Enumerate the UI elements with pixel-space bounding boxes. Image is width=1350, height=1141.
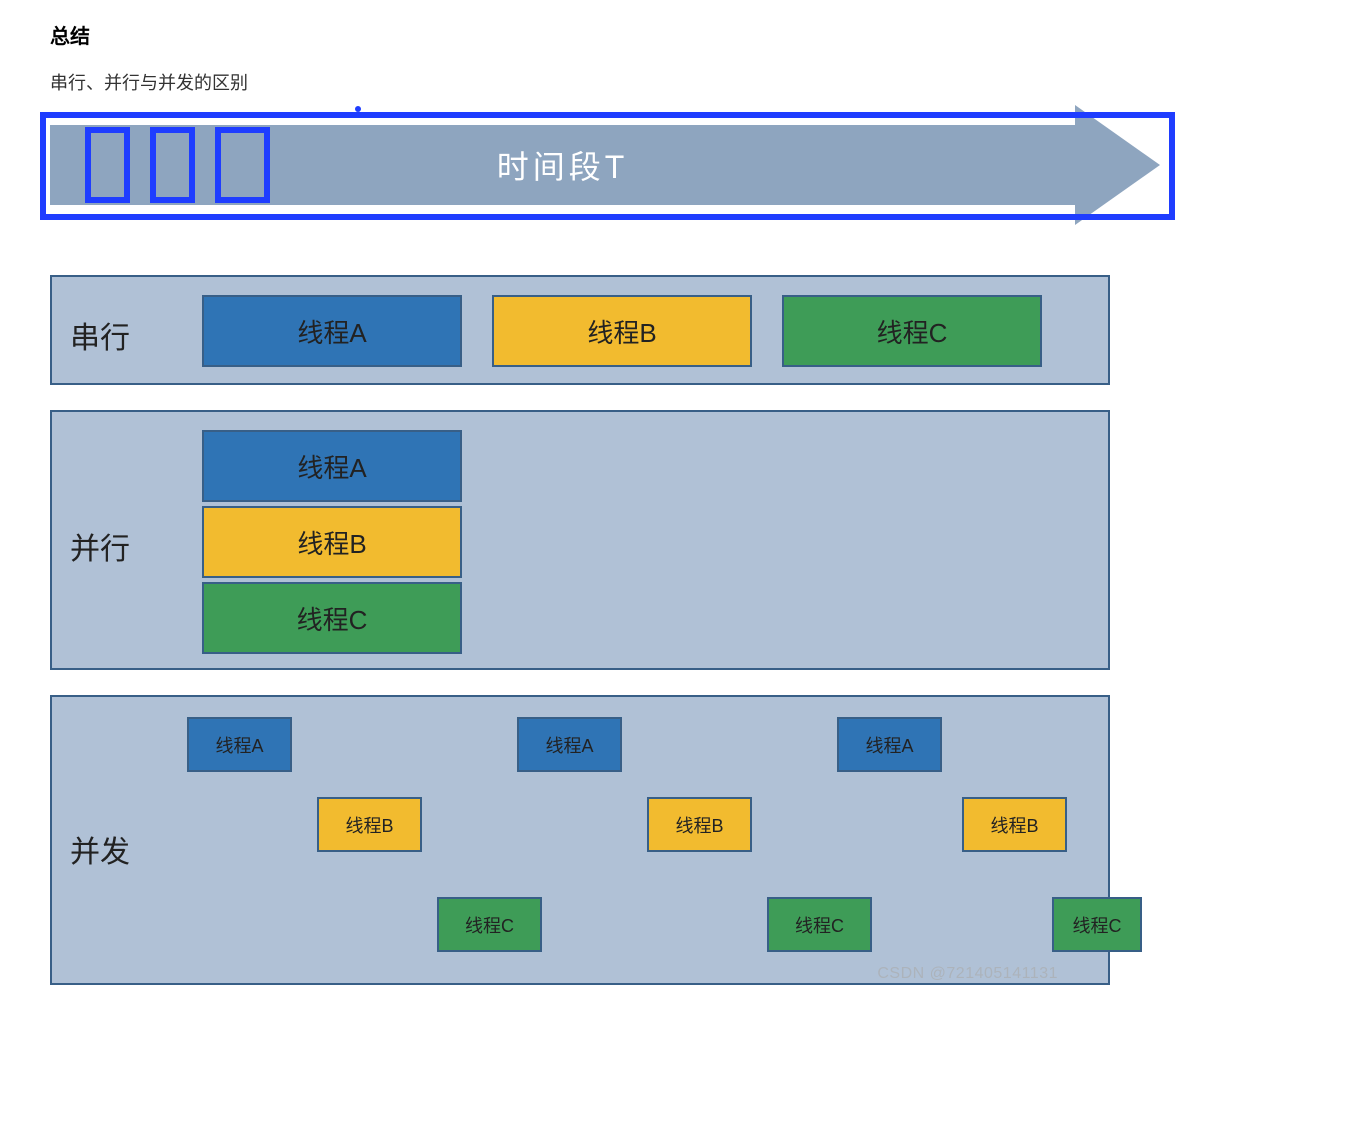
parallel-thread-b: 线程B (202, 506, 462, 578)
concurrent-c2-thread-c: 线程C (767, 897, 872, 952)
parallel-thread-a: 线程A (202, 430, 462, 502)
concurrent-c3-thread-b: 线程B (962, 797, 1067, 852)
concurrent-c2-thread-b: 线程B (647, 797, 752, 852)
concurrent-c1-thread-a: 线程A (187, 717, 292, 772)
page-title: 总结 (50, 20, 1300, 49)
panel-serial-label: 串行 (70, 313, 130, 357)
highlight-box-1 (85, 127, 130, 203)
concurrent-c3-thread-c: 线程C (1052, 897, 1142, 952)
time-arrow: 时间段T (50, 105, 1300, 235)
serial-thread-c: 线程C (782, 295, 1042, 367)
panel-concurrent-label: 并发 (70, 827, 130, 871)
highlight-box-2 (150, 127, 195, 203)
highlight-box-main (40, 112, 1175, 220)
panel-concurrent: 并发 线程A 线程B 线程C 线程A 线程B 线程C 线程A 线程B 线程C C… (50, 695, 1110, 985)
parallel-thread-c: 线程C (202, 582, 462, 654)
concurrent-c1-thread-c: 线程C (437, 897, 542, 952)
serial-thread-a: 线程A (202, 295, 462, 367)
page-subtitle: 串行、并行与并发的区别 (50, 69, 1300, 95)
panel-serial: 串行 线程A 线程B 线程C (50, 275, 1110, 385)
concurrent-c1-thread-b: 线程B (317, 797, 422, 852)
watermark: CSDN @721405141131 (877, 965, 1058, 983)
concurrent-c3-thread-a: 线程A (837, 717, 942, 772)
panel-parallel-label: 并行 (70, 524, 130, 568)
serial-thread-b: 线程B (492, 295, 752, 367)
panel-parallel: 并行 线程A 线程B 线程C (50, 410, 1110, 670)
highlight-box-3 (215, 127, 270, 203)
concurrent-c2-thread-a: 线程A (517, 717, 622, 772)
